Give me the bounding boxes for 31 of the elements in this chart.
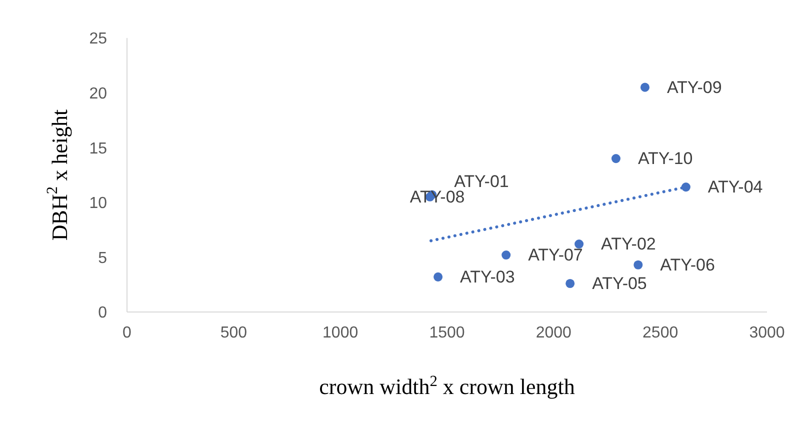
annotation: ATY-01	[454, 172, 509, 192]
annotation: ATY-05	[592, 274, 647, 294]
y-tick-label: 5	[98, 250, 108, 267]
x-tick-label: 2500	[642, 324, 678, 342]
x-tick-label: 3000	[749, 324, 785, 342]
y-tick-label: 25	[89, 30, 108, 48]
point	[634, 260, 643, 270]
y-tick-label: 15	[89, 140, 108, 158]
annotation: ATY-04	[708, 178, 763, 197]
x-tick-label: 0	[122, 324, 132, 342]
annotation: ATY-07	[528, 246, 583, 265]
point	[502, 250, 511, 260]
x-tick-label: 1000	[322, 324, 358, 342]
point	[434, 272, 443, 282]
annotation: ATY-06	[660, 255, 715, 274]
y-tick-label: 20	[89, 85, 108, 102]
y-tick-label: 0	[98, 304, 108, 322]
x-axis-title: crown width$^{2}$ x crown length	[319, 372, 575, 399]
x-tick-label: 500	[220, 324, 248, 342]
point	[574, 240, 584, 249]
point	[681, 182, 690, 192]
annotation: ATY-09	[666, 78, 722, 97]
annotation: ATY-10	[638, 149, 693, 168]
y-tick-label: 10	[89, 195, 108, 212]
x-tick-label: 1500	[429, 324, 465, 342]
annotation: ATY-02	[601, 234, 656, 254]
point	[640, 82, 650, 92]
point	[611, 154, 620, 164]
x-tick-label: 2000	[536, 324, 572, 342]
annotation: ATY-03	[460, 267, 515, 286]
point	[566, 279, 575, 288]
